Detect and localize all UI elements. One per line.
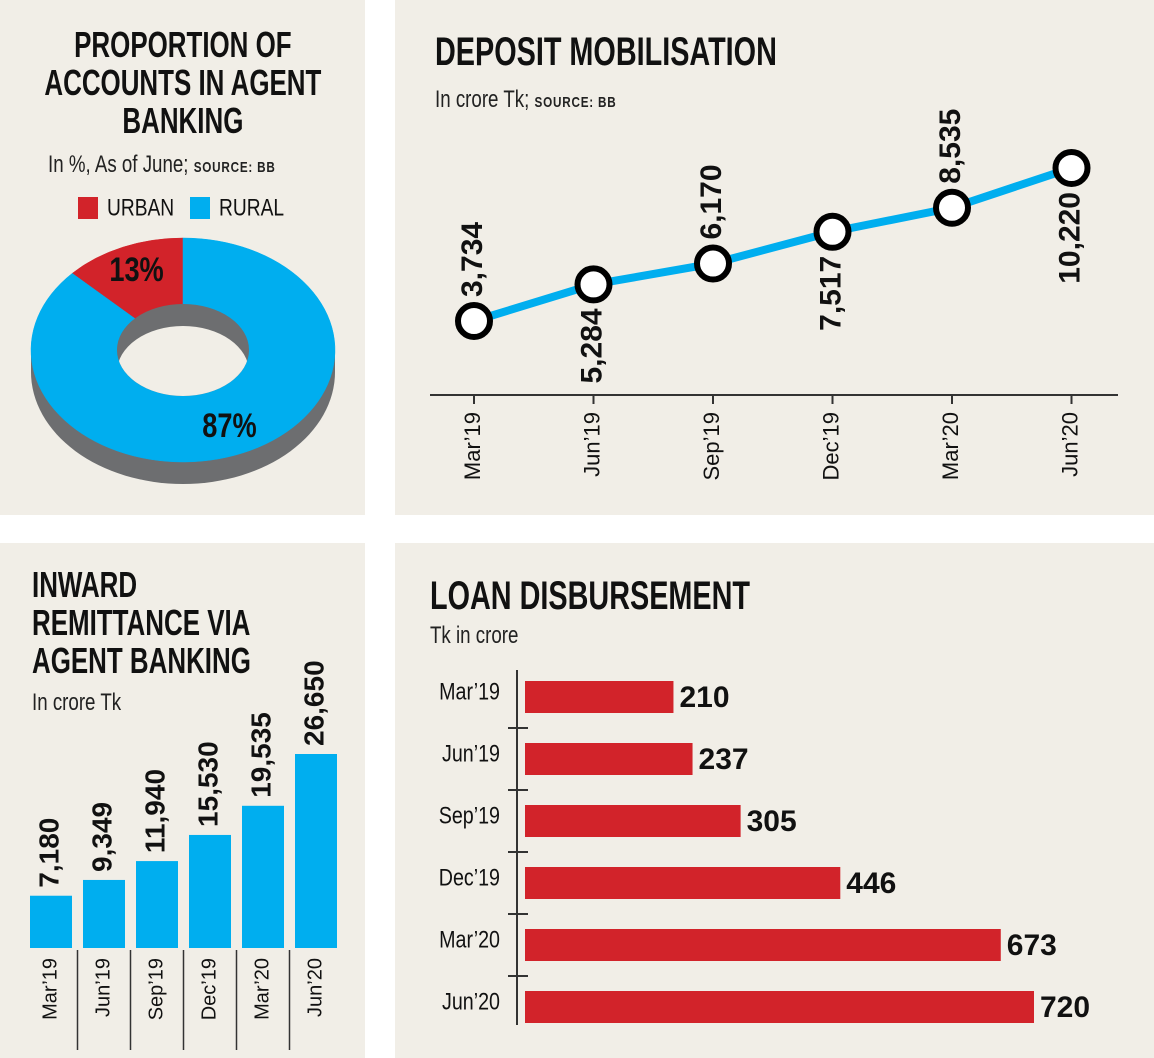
legend-label: URBAN [107,193,174,221]
panel [395,0,1154,515]
value-label: 19,535 [245,712,276,798]
x-tick-label: Mar’20 [251,958,273,1020]
y-tick-label: Mar’19 [439,677,500,704]
x-tick-label: Mar’19 [39,958,61,1020]
subtitle-text: In crore Tk; [435,86,530,113]
line [472,164,1073,325]
subtitle: Tk in crore [430,622,519,649]
bar [525,743,693,775]
x-tick-label: Sep’19 [145,958,167,1020]
x-tick-label: Jun’20 [1057,412,1082,477]
bar [525,805,741,837]
marker [933,188,971,227]
bar [30,895,72,948]
source: SOURCE: BB [193,159,276,176]
subtitle: In %, As of June; SOURCE: BB [48,151,276,179]
value-label: 11,940 [139,769,170,853]
value-label: 7,180 [33,818,64,888]
marker [574,265,613,304]
bar [525,681,674,713]
value-label: 237 [699,743,749,776]
chart-title: PROPORTION OF ACCOUNTS IN AGENT BANKING [44,24,322,141]
bar [295,754,337,948]
value-label: 8,535 [934,109,967,184]
value-label: 210 [679,681,729,714]
y-tick-label: Sep’19 [439,801,500,828]
subtitle: In crore Tk [32,689,122,716]
value-label: 305 [747,805,797,838]
value-label: 673 [1007,929,1057,962]
value-label: 26,650 [298,660,329,746]
panel [395,543,1154,1058]
bar [525,991,1034,1023]
value-label: 15,530 [192,741,223,827]
legend-label: RURAL [219,193,284,221]
legend-swatch [78,197,98,219]
y-tick-label: Dec’19 [439,863,500,890]
value-label: 3,734 [456,222,489,297]
chart-title: DEPOSIT MOBILISATION [435,30,777,74]
bar [242,805,284,948]
x-tick-label: Sep’19 [699,412,724,481]
legend-swatch [190,197,210,219]
x-tick-label: Jun’19 [579,412,604,477]
value-label: 7,517 [814,256,847,331]
y-tick-label: Jun’20 [442,987,500,1014]
x-tick-label: Mar’20 [938,412,963,480]
x-tick-label: Jun’19 [92,958,114,1017]
marker [455,302,493,340]
value-label: 446 [846,867,896,900]
x-tick-label: Mar’19 [460,412,485,480]
bar [136,861,178,948]
bar [83,879,125,948]
subtitle-text: In %, As of June; [48,151,189,178]
bar [525,867,841,899]
value-label: 5,284 [575,308,608,383]
value-label: 9,349 [86,802,117,872]
x-tick-label: Jun’20 [304,958,326,1017]
bar [525,929,1001,961]
marker [694,244,732,283]
value-label: 87% [202,406,256,445]
value-label: 720 [1040,991,1090,1024]
y-tick-label: Mar’20 [439,925,500,952]
chart-title: INWARD REMITTANCE VIA AGENT BANKING [32,564,251,681]
x-tick-label: Dec’19 [818,412,843,480]
x-tick-label: Dec’19 [198,958,220,1020]
bar [189,834,231,948]
marker [1052,149,1091,187]
marker [813,212,852,251]
value-label: 6,170 [695,164,728,239]
chart-title: LOAN DISBURSEMENT [430,574,751,618]
value-label: 13% [109,250,163,289]
source: SOURCE: BB [534,94,617,111]
y-tick-label: Jun’19 [442,739,500,766]
subtitle: In crore Tk; SOURCE: BB [435,86,616,114]
value-label: 10,220 [1053,192,1086,284]
